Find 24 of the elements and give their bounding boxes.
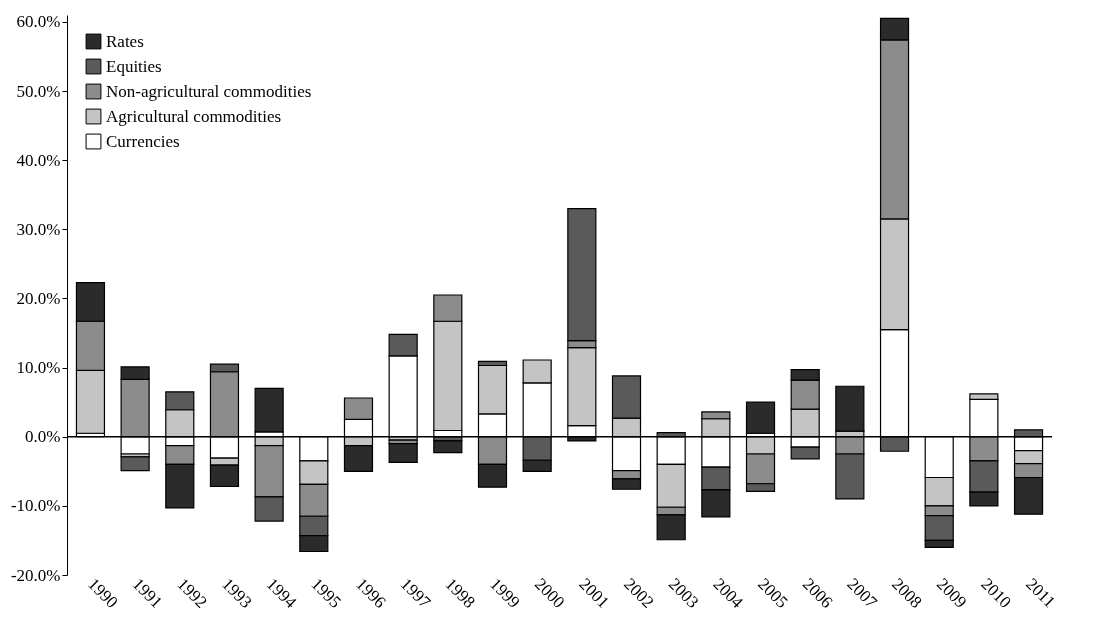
- bar: [745, 401, 776, 434]
- bar: [120, 456, 150, 472]
- x-tick-label: 1999: [486, 574, 524, 612]
- x-tick-label: 1990: [84, 574, 122, 612]
- legend-label: Equities: [106, 56, 162, 76]
- legend-label: Currencies: [106, 131, 180, 151]
- x-tick-label: 2007: [843, 574, 882, 613]
- x-tick-label: 1997: [396, 574, 435, 613]
- y-tick-label: 10.0%: [16, 358, 61, 378]
- y-tick-label: 30.0%: [16, 219, 61, 239]
- bar: [433, 440, 463, 454]
- legend-label: Agricultural commodities: [106, 106, 282, 126]
- bar: [254, 387, 284, 433]
- y-tick-label: -20.0%: [10, 565, 61, 585]
- y-tick-label: 40.0%: [16, 150, 61, 170]
- bar: [388, 443, 418, 463]
- y-tick-label: 0.0%: [25, 427, 61, 447]
- bar: [835, 385, 865, 432]
- legend-label: Rates: [106, 31, 144, 51]
- legend-label: Non-agricultural commodities: [106, 81, 312, 101]
- y-tick-label: 60.0%: [16, 12, 61, 32]
- y-tick-label: -10.0%: [10, 496, 61, 516]
- y-tick-label: 50.0%: [16, 81, 61, 101]
- y-tick-label: 20.0%: [16, 288, 61, 308]
